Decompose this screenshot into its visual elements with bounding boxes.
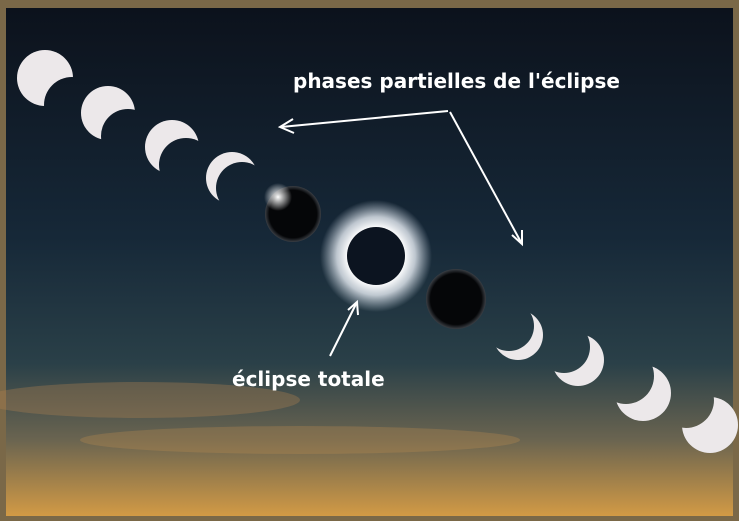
sun-phase: [615, 365, 671, 421]
sun-phase: [81, 86, 135, 140]
sun-phase: [145, 120, 199, 174]
sun-phase: [552, 334, 604, 386]
flare: [264, 183, 292, 211]
moon-disk: [426, 269, 486, 329]
sun-phase: [17, 50, 73, 106]
cloud: [80, 426, 520, 454]
total-eclipse-label: éclipse totale: [232, 367, 385, 391]
partial-phases-label: phases partielles de l'éclipse: [293, 69, 620, 93]
sun-phase: [682, 397, 738, 453]
sun-phase: [206, 152, 258, 204]
totality: [320, 200, 432, 312]
eclipse-image: phases partielles de l'éclipse éclipse t…: [0, 0, 739, 521]
page: phases partielles de l'éclipse éclipse t…: [0, 0, 739, 521]
moon-disk: [347, 227, 405, 285]
sun-phase: [493, 310, 543, 360]
